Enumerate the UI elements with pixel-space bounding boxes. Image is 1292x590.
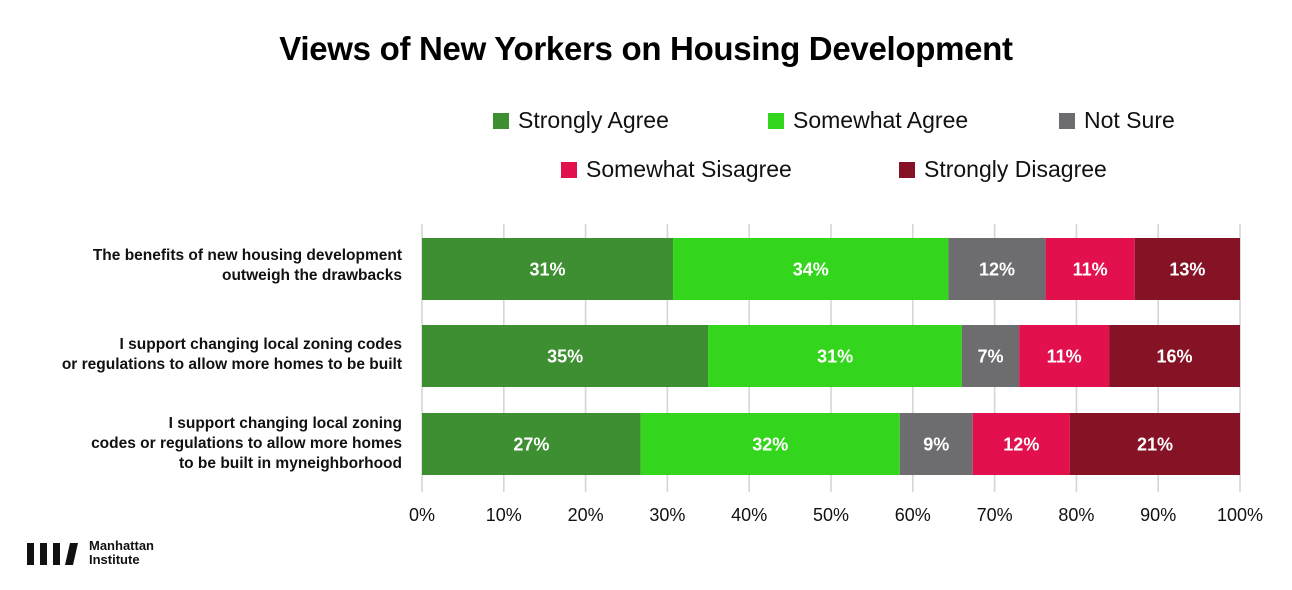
chart-title: Views of New Yorkers on Housing Developm… xyxy=(279,30,1013,67)
manhattan-institute-logo: Manhattan Institute xyxy=(27,539,154,567)
bar-strongly-disagree-0 xyxy=(1134,238,1240,300)
data-label-strongly-disagree-1: 16% xyxy=(1157,347,1193,367)
legend-item-somewhat-agree: Somewhat Agree xyxy=(768,107,968,134)
legend-label-somewhat-disagree: Somewhat Sisagree xyxy=(586,156,792,182)
data-label-not-sure-2: 9% xyxy=(923,435,949,455)
bar-not-sure-1 xyxy=(961,325,1020,387)
bar-somewhat-sisagree-0 xyxy=(1045,238,1135,300)
x-tick-label-4: 40% xyxy=(731,505,767,525)
bar-strongly-disagree-2 xyxy=(1069,413,1240,475)
data-label-somewhat-agree-2: 32% xyxy=(752,435,788,455)
data-label-somewhat-agree-1: 31% xyxy=(817,347,853,367)
bar-somewhat-sisagree-1 xyxy=(1019,325,1110,387)
data-label-somewhat-sisagree-0: 11% xyxy=(1073,260,1108,280)
legend-label-strongly-disagree: Strongly Disagree xyxy=(924,156,1107,182)
data-label-strongly-agree-1: 35% xyxy=(547,347,583,367)
legend-item-somewhat-disagree: Somewhat Sisagree xyxy=(561,156,792,183)
bar-not-sure-2 xyxy=(899,413,973,475)
legend-item-strongly-agree: Strongly Agree xyxy=(493,107,669,134)
bar-strongly-agree-2 xyxy=(422,413,641,475)
data-label-strongly-agree-2: 27% xyxy=(513,435,549,455)
x-tick-label-2: 20% xyxy=(568,505,604,525)
x-tick-label-0: 0% xyxy=(409,505,435,525)
legend-label-strongly-agree: Strongly Agree xyxy=(518,107,669,133)
legend-item-strongly-disagree: Strongly Disagree xyxy=(899,156,1107,183)
category-label-2-line-2: codes or regulations to allow more homes xyxy=(91,435,402,452)
bar-somewhat-agree-1 xyxy=(708,325,962,387)
bar-strongly-disagree-1 xyxy=(1109,325,1240,387)
logo-mark-icon xyxy=(27,543,78,565)
legend-swatch-somewhat-agree xyxy=(768,112,784,129)
legend-swatch-not-sure xyxy=(1059,112,1075,129)
bar-strongly-agree-1 xyxy=(422,325,709,387)
logo-line-2: Institute xyxy=(89,552,140,567)
x-tick-label-7: 70% xyxy=(977,505,1013,525)
bar-not-sure-0 xyxy=(948,238,1046,300)
x-tick-label-5: 50% xyxy=(813,505,849,525)
data-label-strongly-disagree-2: 21% xyxy=(1137,435,1173,455)
category-label-2-line-1: I support changing local zoning xyxy=(168,415,402,432)
legend-swatch-somewhat-disagree xyxy=(561,161,577,178)
data-label-strongly-agree-0: 31% xyxy=(530,260,566,280)
legend-swatch-strongly-agree xyxy=(493,112,509,129)
legend-swatch-strongly-disagree xyxy=(899,161,915,178)
category-label-0-line-2: outweigh the drawbacks xyxy=(221,267,402,284)
bar-somewhat-agree-2 xyxy=(640,413,900,475)
data-label-somewhat-sisagree-2: 12% xyxy=(1003,435,1039,455)
data-label-not-sure-1: 7% xyxy=(978,347,1004,367)
category-label-2: I support changing local zoning codes or… xyxy=(91,414,402,474)
data-label-not-sure-0: 12% xyxy=(979,260,1015,280)
logo-line-1: Manhattan xyxy=(89,538,154,553)
legend-item-not-sure: Not Sure xyxy=(1059,107,1175,134)
legend-label-somewhat-agree: Somewhat Agree xyxy=(793,107,969,133)
category-label-0: The benefits of new housing development … xyxy=(93,246,402,286)
x-tick-label-10: 100% xyxy=(1217,505,1263,525)
category-label-0-line-1: The benefits of new housing development xyxy=(92,247,402,264)
category-label-1-line-2: or regulations to allow more homes to be… xyxy=(61,356,402,373)
bar-somewhat-agree-0 xyxy=(673,238,949,300)
data-label-somewhat-agree-0: 34% xyxy=(793,260,829,280)
bar-somewhat-sisagree-2 xyxy=(972,413,1070,475)
logo-text: Manhattan Institute xyxy=(89,539,154,567)
category-label-2-line-3: to be built in myneighborhood xyxy=(178,455,402,472)
legend-label-not-sure: Not Sure xyxy=(1084,107,1175,133)
x-tick-label-1: 10% xyxy=(486,505,522,525)
x-tick-label-6: 60% xyxy=(895,505,931,525)
category-label-1: I support changing local zoning codes or… xyxy=(62,335,402,375)
x-tick-label-8: 80% xyxy=(1058,505,1094,525)
category-label-1-line-1: I support changing local zoning codes xyxy=(119,336,402,353)
data-label-somewhat-sisagree-1: 11% xyxy=(1047,347,1082,367)
x-tick-label-9: 90% xyxy=(1140,505,1176,525)
x-tick-label-3: 30% xyxy=(649,505,685,525)
data-label-strongly-disagree-0: 13% xyxy=(1169,260,1205,280)
bar-strongly-agree-0 xyxy=(422,238,674,300)
